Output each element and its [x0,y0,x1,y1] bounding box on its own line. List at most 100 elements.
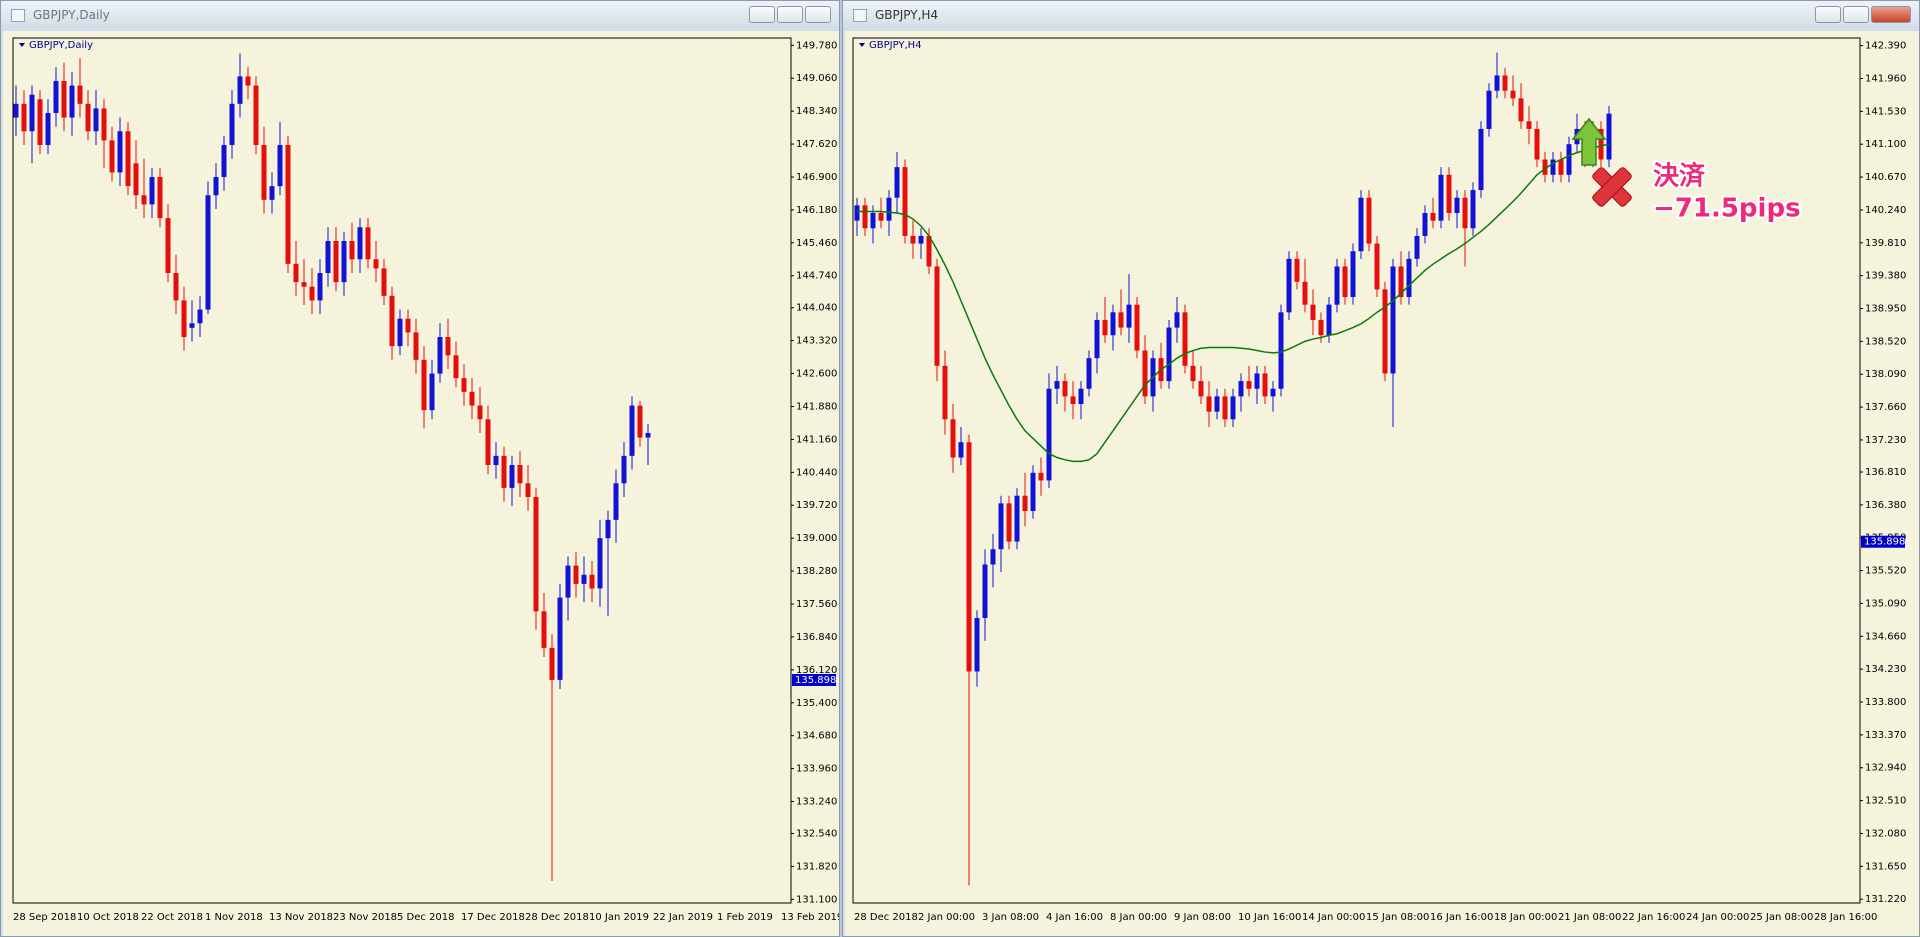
candle-body [445,337,451,356]
y-tick-label: 137.660 [1865,402,1906,413]
x-tick-label: 5 Dec 2018 [397,912,455,923]
minimize-button[interactable] [749,6,775,23]
chart-background [3,31,839,936]
x-tick-label: 14 Jan 00:00 [1302,912,1365,923]
minimize-button[interactable] [1815,6,1841,23]
y-tick-label: 136.840 [796,632,837,643]
candle-body [926,235,932,267]
y-tick-label: 131.650 [1865,861,1906,872]
candle-body [565,565,571,598]
candle-body [990,549,996,565]
candle-body [1094,319,1100,359]
close-button[interactable] [1871,6,1911,23]
x-tick-label: 4 Jan 16:00 [1046,912,1103,923]
candle-body [93,108,99,132]
candle-body [1230,396,1236,420]
candle-body [910,235,916,244]
candle-body [878,212,884,221]
x-tick-label: 10 Jan 2019 [589,912,649,923]
candle-body [181,300,187,338]
restore-button[interactable] [777,6,803,23]
restore-button[interactable] [1843,6,1869,23]
candle-body [597,538,603,589]
y-tick-label: 141.160 [796,434,837,445]
title-bar: GBPJPY,H4 [843,1,1919,29]
y-tick-label: 131.820 [796,861,837,872]
candle-body [1054,381,1060,389]
candle-body [221,144,227,177]
x-tick-label: 10 Oct 2018 [77,912,139,923]
chart-label: GBPJPY,H4 [869,40,922,51]
candle-body [637,405,643,438]
candle-body [549,647,555,680]
y-tick-label: 142.600 [796,369,837,380]
candle-body [461,378,467,392]
candle-body [1022,495,1028,511]
candle-body [285,144,291,264]
candle-body [1566,144,1572,175]
y-tick-label: 132.510 [1865,796,1906,807]
candle-body [533,497,539,612]
candle-body [1078,388,1084,405]
annotation: −71.5pips [1653,194,1801,224]
candle-body [437,337,443,374]
candle-body [950,419,956,458]
candle-body [1462,197,1468,229]
candle-body [1046,388,1052,481]
y-tick-label: 149.780 [796,40,837,51]
y-tick-label: 132.940 [1865,763,1906,774]
y-tick-label: 139.720 [796,500,837,511]
candle-body [1358,197,1364,252]
candle-body [37,99,43,145]
candle-body [253,85,259,145]
x-tick-label: 28 Dec 2018 [525,912,589,923]
close-button[interactable] [805,6,831,23]
x-tick-label: 8 Jan 00:00 [1110,912,1167,923]
candle-body [1190,365,1196,382]
y-tick-label: 141.100 [1865,139,1906,150]
y-tick-label: 133.960 [796,764,837,775]
candle-body [557,597,563,680]
y-tick-label: 138.950 [1865,304,1906,315]
chart-daily: GBPJPY,Daily 149.780 149.060 148.340 147.62… [3,31,839,936]
candle-body [902,167,908,236]
candle-body [1598,128,1604,160]
x-tick-label: 28 Dec 2018 [854,912,918,923]
candle-body [109,140,115,173]
candle-body [1310,304,1316,320]
x-tick-label: 1 Feb 2019 [717,912,773,923]
y-tick-label: 138.520 [1865,336,1906,347]
candle-body [958,442,964,458]
candle-body [133,163,139,196]
x-tick-label: 13 Nov 2018 [269,912,333,923]
y-tick-label: 141.960 [1865,73,1906,84]
candle-body [125,131,131,187]
y-tick-label: 134.660 [1865,631,1906,642]
candle-body [429,373,435,411]
y-tick-label: 135.520 [1865,566,1906,577]
candle-body [1302,281,1308,305]
candle-body [501,455,507,488]
candle-body [365,227,371,260]
last-price-label: 135.898 [1864,537,1905,548]
candle-body [269,186,275,200]
x-tick-label: 10 Jan 16:00 [1238,912,1301,923]
candle-body [525,483,531,498]
x-tick-label: 2 Jan 00:00 [918,912,975,923]
last-price-box [792,673,836,686]
candle-body [1390,266,1396,374]
candle-body [389,295,395,347]
candle-body [1502,75,1508,91]
x-tick-label: 3 Jan 08:00 [982,912,1039,923]
candle-body [934,266,940,366]
chart-background [845,31,1919,936]
candle-body [1550,159,1556,175]
y-tick-label: 135.400 [796,698,837,709]
window-h4: GBPJPY,H4 GBPJPY,H4 142.390 141.960 141.53… [842,0,1920,937]
plot: 142.390 141.960 141.530 141.100 140.670 140.2… [854,41,1906,923]
last-price-label: 135.898 [795,675,836,686]
y-tick-label: 132.540 [796,829,837,840]
candle-body [998,503,1004,550]
candle-body [1062,381,1068,397]
candle-body [141,195,147,205]
